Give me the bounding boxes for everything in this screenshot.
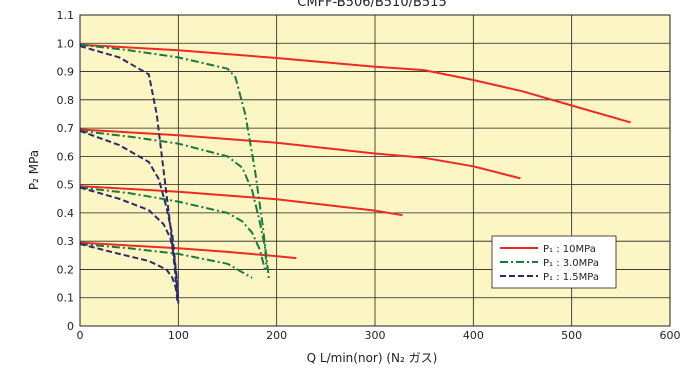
x-tick-labels: 0 100 200 300 400 500 600 xyxy=(77,329,681,342)
series-3-curve-3 xyxy=(79,186,180,304)
x-tick-label: 400 xyxy=(463,329,484,342)
x-tick-label: 500 xyxy=(561,329,582,342)
series-1-curve-1 xyxy=(79,43,631,124)
y-tick-label: 0 xyxy=(67,320,74,333)
y-tick-label: 1.0 xyxy=(57,37,75,50)
legend-label: P₁ : 3.0MPa xyxy=(543,258,599,269)
series-3-curve-2 xyxy=(79,129,179,298)
series-curves xyxy=(79,43,631,304)
y-tick-label: 0.2 xyxy=(57,263,75,276)
series-1-curve-3 xyxy=(79,185,403,217)
y-tick-label: 1.1 xyxy=(57,9,75,22)
legend-label: P₁ : 1.5MPa xyxy=(543,272,599,283)
series-2-curve-4 xyxy=(79,243,253,279)
x-tick-label: 600 xyxy=(660,329,681,342)
chart-title: CMFF-B506/B510/B515 xyxy=(297,0,446,10)
series-2-curve-1 xyxy=(79,43,270,279)
y-tick-labels: 0 0.1 0.2 0.3 0.4 0.5 0.6 0.7 0.8 0.9 1.0 1.1 xyxy=(57,9,75,333)
y-tick-label: 0.9 xyxy=(57,66,75,79)
x-tick-label: 0 xyxy=(77,329,84,342)
y-tick-label: 0.3 xyxy=(57,235,75,248)
series-2-curve-3 xyxy=(79,186,266,270)
series-1-curve-4 xyxy=(79,241,297,260)
x-axis-label: Q L/min(nor) (N₂ ガス) xyxy=(307,351,438,365)
y-axis-label: P₂ MPa xyxy=(27,150,41,190)
y-tick-label: 0.7 xyxy=(57,122,75,135)
y-tick-label: 0.6 xyxy=(57,150,75,163)
plot-frame xyxy=(79,14,671,327)
series-3-curve-1 xyxy=(79,45,179,304)
legend-label: P₁ : 10MPa xyxy=(543,244,596,255)
y-tick-label: 0.1 xyxy=(57,292,75,305)
y-tick-label: 0.8 xyxy=(57,94,75,107)
series-3-curve-4 xyxy=(79,243,178,293)
series-1-curve-2 xyxy=(79,128,521,180)
y-tick-label: 0.5 xyxy=(57,179,75,192)
x-tick-label: 100 xyxy=(168,329,189,342)
x-tick-label: 200 xyxy=(266,329,287,342)
x-tick-label: 300 xyxy=(365,329,386,342)
y-tick-label: 0.4 xyxy=(57,207,75,220)
series-2-curve-2 xyxy=(79,129,268,270)
legend: P₁ : 10MPa P₁ : 3.0MPa P₁ : 1.5MPa xyxy=(491,235,617,289)
